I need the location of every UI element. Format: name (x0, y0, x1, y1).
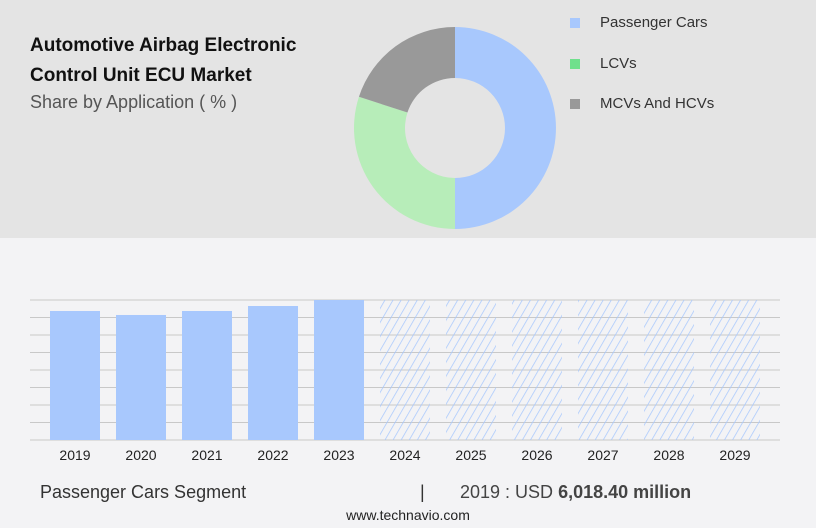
x-tick-label: 2020 (125, 447, 156, 463)
x-tick-label: 2022 (257, 447, 288, 463)
source-url: www.technavio.com (346, 507, 470, 523)
chart-subtitle: Share by Application ( % ) (30, 92, 238, 112)
bar-2022 (248, 306, 298, 440)
donut-slice-passenger-cars (455, 27, 556, 229)
separator: | (420, 482, 425, 502)
donut-slice-mcvs-hcvs (358, 27, 455, 113)
legend-item-passenger-cars: Passenger Cars (570, 14, 708, 31)
forecast-bar-2028 (644, 300, 694, 440)
x-tick-label: 2024 (389, 447, 420, 463)
legend-swatch (570, 58, 580, 69)
x-tick-label: 2027 (587, 447, 618, 463)
bar-2020 (116, 314, 166, 440)
legend-item-lcvs: LCVs (570, 55, 637, 72)
x-tick-label: 2021 (191, 447, 222, 463)
forecast-bar-2025 (446, 300, 496, 440)
x-tick-label: 2028 (653, 447, 684, 463)
forecast-bar-2027 (578, 300, 628, 440)
legend-label: LCVs (600, 55, 637, 72)
x-tick-label: 2029 (719, 447, 750, 463)
segment-value: 6,018.40 million (558, 482, 692, 502)
x-tick-label: 2019 (59, 447, 90, 463)
segment-label: Passenger Cars Segment (40, 482, 247, 502)
x-tick-label: 2025 (455, 447, 486, 463)
forecast-bar-2024 (380, 300, 430, 440)
bar-2021 (182, 310, 232, 440)
year-label: 2019 : USD (460, 482, 554, 502)
forecast-bar-2029 (710, 300, 760, 440)
donut-slice-lcvs (353, 96, 455, 230)
x-tick-label: 2026 (521, 447, 552, 463)
legend-swatch (570, 17, 580, 28)
legend-swatch (570, 98, 580, 109)
chart-title: Automotive Airbag Electronic Control Uni… (30, 35, 297, 86)
legend-label: MCVs And HCVs (600, 95, 715, 112)
legend-label: Passenger Cars (600, 14, 708, 31)
legend-item-mcvs-hcvs: MCVs And HCVs (570, 95, 714, 112)
bar-2019 (50, 310, 100, 440)
forecast-bar-2026 (512, 300, 562, 440)
x-tick-label: 2023 (323, 447, 354, 463)
bar-2023 (314, 300, 364, 440)
